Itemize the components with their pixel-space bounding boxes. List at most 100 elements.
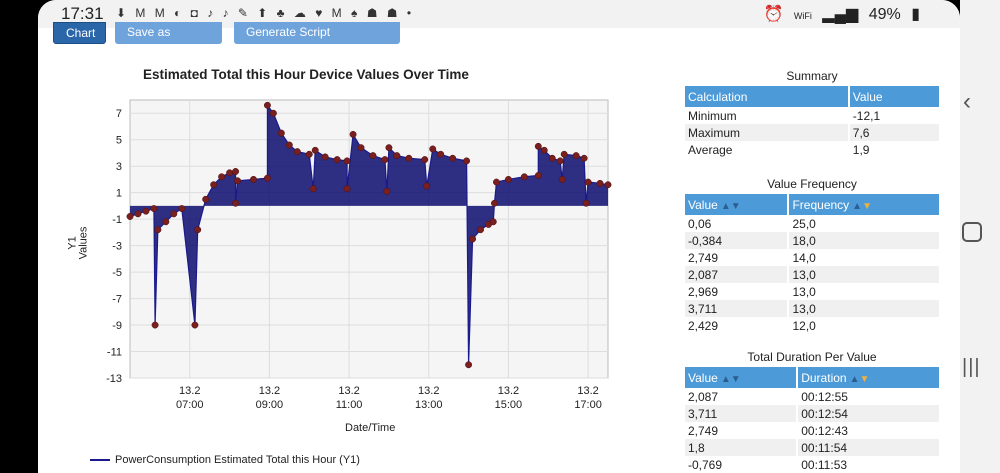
y-tick-label: -7: [112, 294, 122, 306]
chart-title: Estimated Total this Hour Device Values …: [143, 67, 469, 82]
data-point: [263, 101, 271, 109]
vf-header-value[interactable]: Value ▲▼: [685, 194, 788, 215]
cell: Average: [685, 141, 848, 158]
x-tick-label: 09:00: [256, 399, 284, 411]
cell: -0,384: [685, 232, 788, 249]
data-point: [305, 150, 313, 158]
cell: 1,8: [685, 439, 797, 456]
home-icon[interactable]: [962, 222, 982, 242]
cell: 12,0: [789, 317, 939, 334]
data-point: [357, 144, 365, 152]
cell: 2,429: [685, 317, 788, 334]
save-favorite-button[interactable]: Save as Favorite: [115, 22, 222, 59]
data-point: [210, 181, 218, 189]
data-point: [293, 148, 301, 156]
app-screen: 17:31 ⬇ M M ◐ ◘ ♪ ♪ ✎ ⬆ ♣ ☁ ♥ M ♠ ☗ ☗ • …: [38, 0, 960, 473]
table-row: 2,969 13,0: [685, 283, 939, 300]
data-point: [333, 156, 341, 164]
sort-icons[interactable]: ▲▼: [720, 200, 741, 212]
cell: 00:12:43: [798, 422, 939, 439]
data-point: [381, 156, 389, 164]
data-point: [463, 157, 471, 165]
data-point: [311, 146, 319, 154]
cell: 3,711: [685, 405, 797, 422]
wifi-icon: WiFi: [793, 11, 812, 21]
cell: 13,0: [789, 300, 939, 317]
data-point: [269, 109, 277, 117]
data-point: [232, 168, 240, 175]
status-right: ⏰ WiFi ▂▄▆ 49% ▮: [757, 4, 920, 24]
data-point: [178, 205, 186, 213]
cell: 3,711: [685, 300, 788, 317]
data-point: [405, 154, 413, 162]
table-row: 2,087 00:12:55: [685, 388, 939, 405]
summary-title: Summary: [786, 69, 838, 83]
recent-apps-icon[interactable]: |||: [962, 356, 981, 378]
y-tick-label: -11: [107, 347, 122, 359]
data-point: [580, 154, 588, 162]
td-header-value[interactable]: Value ▲▼: [685, 367, 797, 388]
data-point: [560, 150, 568, 158]
data-point: [572, 152, 580, 160]
chart-legend[interactable]: PowerConsumption Estimated Total this Ho…: [90, 454, 360, 466]
summary-table: Calculation Value Minimum -12,1 Maximum 7,…: [683, 86, 941, 158]
y-tick-label: 1: [116, 188, 122, 200]
vf-header-frequency-label: Frequency: [792, 197, 850, 212]
data-point: [343, 157, 351, 165]
y-tick-label: -9: [112, 320, 122, 332]
table-row: 3,711 00:12:54: [685, 405, 939, 422]
sort-icons[interactable]: ▲▼: [720, 373, 741, 385]
data-point: [126, 213, 134, 220]
y-tick-label: 3: [116, 161, 122, 173]
td-header-duration-label: Duration: [801, 370, 847, 385]
cell: 00:12:54: [798, 405, 939, 422]
x-tick-label: 17:00: [574, 399, 602, 411]
data-point: [584, 178, 592, 186]
data-point: [491, 199, 498, 207]
data-point: [151, 321, 159, 329]
vf-header-value-label: Value: [688, 197, 718, 212]
signal-icon: ▂▄▆: [822, 6, 859, 23]
cell: 00:12:55: [798, 388, 939, 405]
back-icon[interactable]: ‹: [963, 88, 971, 115]
data-point: [277, 129, 285, 137]
sort-icons[interactable]: ▲▼: [849, 373, 870, 385]
x-tick-label: 07:00: [176, 399, 204, 411]
legend-label: PowerConsumption Estimated Total this Ho…: [115, 454, 360, 466]
summary-header-calculation: Calculation: [685, 86, 848, 107]
x-tick-label: 13.2: [338, 385, 359, 397]
data-point: [232, 199, 240, 207]
cell: 2,087: [685, 266, 788, 283]
data-point: [134, 210, 142, 218]
table-row: Maximum 7,6: [685, 124, 939, 141]
data-point: [548, 154, 556, 162]
x-tick-label: 13.2: [577, 385, 598, 397]
data-point: [234, 177, 242, 185]
td-header-duration[interactable]: Duration ▲▼: [798, 367, 939, 388]
vf-header-frequency[interactable]: Frequency ▲▼: [789, 194, 939, 215]
data-point: [191, 321, 199, 329]
td-header-value-label: Value: [688, 370, 718, 385]
data-point: [250, 175, 257, 183]
table-row: 2,749 14,0: [685, 249, 939, 266]
sort-icons[interactable]: ▲▼: [852, 200, 872, 212]
data-point: [423, 182, 431, 190]
y-tick-label: 7: [116, 108, 122, 120]
table-row: 2,429 12,0: [685, 317, 939, 334]
data-point: [154, 226, 162, 234]
data-point: [309, 185, 317, 193]
line-chart: 7 5 3 1 -1 -3 -5 -7 -9 -11 -13 13.2 07:00 13.2 09:00 13…: [106, 99, 612, 411]
data-point: [489, 218, 497, 226]
cell: 2,749: [685, 422, 797, 439]
chart-tab-button[interactable]: Chart: [53, 22, 106, 44]
x-axis-label: Date/Time: [345, 422, 396, 434]
table-row: 2,087 13,0: [685, 266, 939, 283]
generate-script-button[interactable]: Generate Script Command: [234, 22, 400, 59]
data-point: [493, 178, 500, 186]
data-point: [534, 172, 542, 179]
table-row: 3,711 13,0: [685, 300, 939, 317]
x-tick-label: 11:00: [336, 399, 363, 411]
data-point: [150, 205, 158, 213]
data-point: [421, 156, 429, 164]
notification-icons: ⬇ M M ◐ ◘ ♪ ♪ ✎ ⬆ ♣ ☁ ♥ M ♠ ☗ ☗ •: [116, 6, 415, 20]
